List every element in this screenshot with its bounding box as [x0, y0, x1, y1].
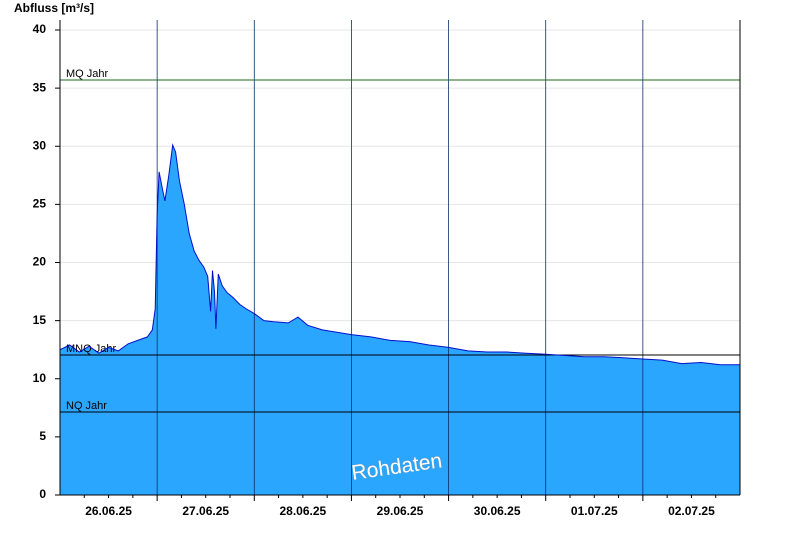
y-tick-label: 40 — [33, 22, 47, 36]
x-tick-label: 02.07.25 — [668, 504, 715, 518]
reference-label: NQ Jahr — [66, 400, 107, 412]
x-tick-label: 30.06.25 — [474, 504, 521, 518]
y-tick-label: 25 — [33, 197, 47, 211]
reference-label: MNQ Jahr — [66, 343, 116, 355]
x-tick-label: 28.06.25 — [279, 504, 326, 518]
x-tick-label: 27.06.25 — [182, 504, 229, 518]
y-axis-label: Abfluss [m³/s] — [14, 1, 94, 15]
x-tick-label: 29.06.25 — [377, 504, 424, 518]
y-tick-label: 20 — [33, 255, 47, 269]
line — [59, 143, 740, 366]
reference-label: MQ Jahr — [66, 68, 109, 80]
y-tick-label: 10 — [33, 371, 47, 385]
y-tick-label: 0 — [39, 487, 46, 501]
y-tick-label: 30 — [33, 138, 47, 152]
y-tick-label: 35 — [33, 80, 47, 94]
y-tick-label: 15 — [33, 313, 47, 327]
y-tick-label: 5 — [39, 429, 46, 443]
area — [60, 145, 740, 495]
x-tick-label: 01.07.25 — [571, 504, 618, 518]
x-tick-label: 26.06.25 — [85, 504, 132, 518]
